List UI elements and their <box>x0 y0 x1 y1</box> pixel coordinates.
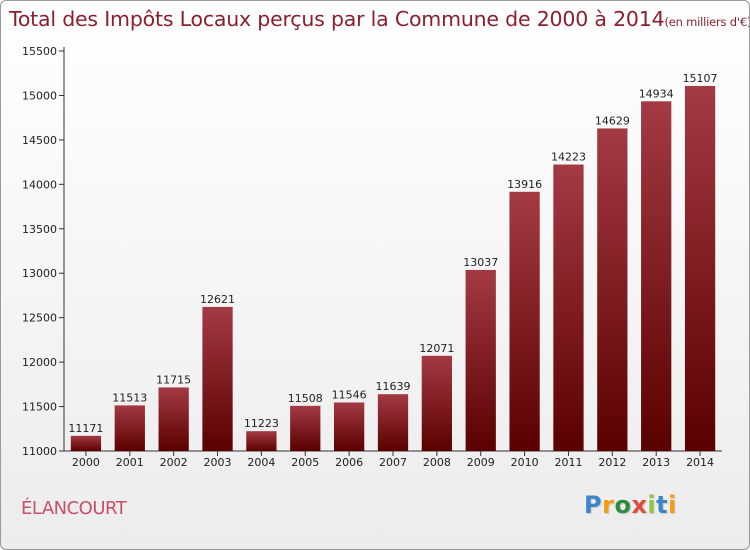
data-label: 14934 <box>639 87 674 100</box>
x-tick-label: 2005 <box>291 456 319 469</box>
bars: 11171 11513 11715 12621 11223 11508 11546 11639… <box>68 72 718 452</box>
bar <box>641 101 672 452</box>
chart-subtitle: (en milliers d'€) <box>664 15 750 29</box>
bar <box>114 405 145 451</box>
y-tick-label: 14000 <box>22 178 57 191</box>
logo-letter: t <box>656 491 669 519</box>
x-axis: 2000 2001 2002 2003 2004 2005 2006 2007 2008 2009… <box>64 450 722 469</box>
data-label: 12071 <box>419 342 454 355</box>
data-label: 11546 <box>332 388 367 401</box>
bar <box>70 435 102 451</box>
bar <box>509 191 540 452</box>
bar <box>290 405 321 451</box>
bar <box>597 128 628 451</box>
logo-letter: i <box>668 491 677 519</box>
bar <box>553 164 584 451</box>
x-tick-label: 2002 <box>160 456 188 469</box>
y-tick-label: 11000 <box>22 445 57 458</box>
bar <box>377 394 409 451</box>
bar <box>246 431 277 451</box>
y-axis: 11000 11500 12000 12500 13000 13500 14000 14500… <box>22 45 65 458</box>
y-tick-label: 13500 <box>22 223 57 236</box>
y-tick-label: 12000 <box>22 356 57 369</box>
data-label: 13916 <box>507 178 542 191</box>
data-label: 14629 <box>595 114 630 127</box>
data-label: 15107 <box>683 72 718 85</box>
bar <box>202 306 233 451</box>
logo-letter: i <box>647 491 657 519</box>
bar <box>333 402 365 451</box>
bar <box>684 85 716 451</box>
data-label: 14223 <box>551 151 586 164</box>
data-label: 11639 <box>376 380 411 393</box>
x-tick-label: 2008 <box>423 456 451 469</box>
y-tick-label: 13000 <box>22 267 57 280</box>
data-label: 11513 <box>112 391 147 404</box>
chart-title-text: Total des Impôts Locaux perçus par la Co… <box>9 7 665 31</box>
y-tick-label: 11500 <box>22 401 57 414</box>
x-tick-label: 2003 <box>204 456 232 469</box>
x-tick-label: 2006 <box>335 456 363 469</box>
bar <box>158 387 189 451</box>
commune-name: ÉLANCOURT <box>21 498 127 519</box>
x-tick-label: 2004 <box>247 456 275 469</box>
data-label: 13037 <box>463 256 498 269</box>
data-label: 11508 <box>288 392 323 405</box>
data-label: 11715 <box>156 373 191 386</box>
data-label: 11171 <box>68 422 103 435</box>
y-tick-label: 15500 <box>22 45 57 58</box>
logo-letter: P <box>584 491 603 519</box>
logo-letter: x <box>631 491 648 519</box>
x-tick-label: 2007 <box>379 456 407 469</box>
y-tick-label: 12500 <box>22 312 57 325</box>
proxiti-logo: Proxiti <box>584 491 677 519</box>
bar <box>421 355 453 451</box>
y-tick-label: 14500 <box>22 134 57 147</box>
data-label: 12621 <box>200 293 235 306</box>
x-tick-label: 2013 <box>642 456 670 469</box>
x-tick-label: 2011 <box>554 456 582 469</box>
x-tick-label: 2014 <box>686 456 714 469</box>
logo-letter: o <box>614 491 632 519</box>
x-tick-label: 2010 <box>511 456 539 469</box>
x-tick-label: 2000 <box>72 456 100 469</box>
x-tick-label: 2009 <box>467 456 495 469</box>
x-tick-label: 2001 <box>116 456 144 469</box>
chart-title: Total des Impôts Locaux perçus par la Co… <box>9 7 750 31</box>
logo-letter: r <box>602 491 615 519</box>
y-tick-label: 15000 <box>22 89 57 102</box>
x-tick-label: 2012 <box>598 456 626 469</box>
data-label: 11223 <box>244 417 279 430</box>
bar <box>465 269 496 451</box>
